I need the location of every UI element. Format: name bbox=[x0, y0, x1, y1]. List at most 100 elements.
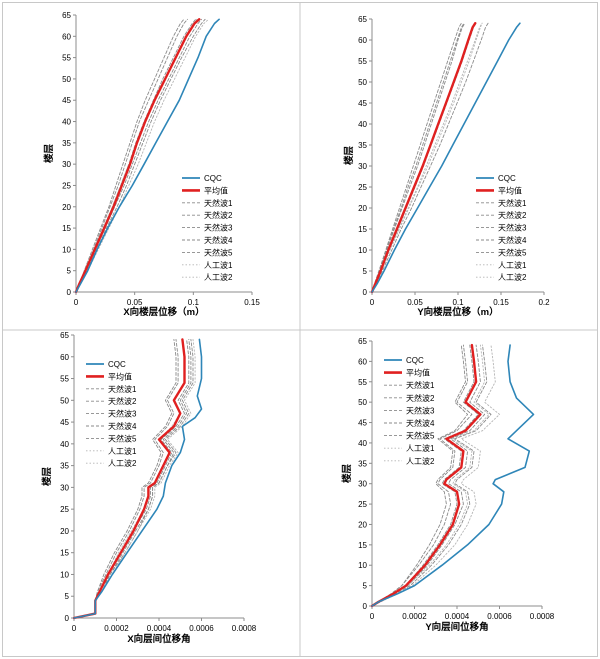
y-tick-label: 5 bbox=[363, 582, 368, 591]
legend-label: 人工波1 bbox=[406, 443, 435, 453]
x-axis-label: X向楼层位移（m） bbox=[123, 306, 204, 318]
x-tick-label: 0.0008 bbox=[530, 612, 555, 621]
y-tick-label: 50 bbox=[62, 75, 71, 84]
series-line-2 bbox=[74, 18, 201, 294]
legend-label: 平均值 bbox=[108, 371, 132, 381]
series-line-1 bbox=[75, 18, 220, 293]
y-tick-label: 30 bbox=[62, 160, 71, 169]
y-tick-label: 40 bbox=[62, 118, 71, 127]
legend-label: 平均值 bbox=[406, 368, 430, 378]
x-axis-label: Y向层间位移角 bbox=[425, 621, 488, 633]
legend-label: 天然波2 bbox=[498, 210, 527, 220]
y-tick-label: 0 bbox=[67, 288, 72, 297]
y-tick-label: 0 bbox=[65, 614, 70, 623]
y-tick-label: 15 bbox=[62, 224, 71, 233]
series-line-9 bbox=[371, 344, 500, 607]
y-tick-label: 65 bbox=[358, 15, 367, 24]
x-tick-label: 0.2 bbox=[538, 298, 550, 307]
series-line-2 bbox=[370, 343, 482, 608]
chart-panel-2: 0 5 10 15 20 25 30 35 40 45 50 55 60 65 0 0.05 0.1 0.15 0.… bbox=[343, 15, 550, 318]
legend-label: 天然波3 bbox=[406, 405, 435, 415]
y-tick-label: 30 bbox=[358, 162, 367, 171]
y-tick-label: 40 bbox=[358, 439, 367, 448]
legend-label: 天然波3 bbox=[108, 409, 137, 419]
y-tick-label: 35 bbox=[62, 139, 71, 148]
y-axis-label: 楼层 bbox=[43, 144, 55, 164]
legend-label: 平均值 bbox=[498, 185, 522, 195]
legend-label: 天然波5 bbox=[204, 247, 233, 257]
series-line-5 bbox=[73, 338, 177, 619]
y-tick-label: 50 bbox=[358, 398, 367, 407]
y-tick-label: 35 bbox=[60, 462, 69, 471]
series-line-1 bbox=[371, 344, 535, 607]
y-tick-label: 55 bbox=[358, 378, 367, 387]
y-tick-label: 20 bbox=[358, 204, 367, 213]
series-line-1 bbox=[371, 22, 521, 293]
x-tick-label: 0.0006 bbox=[189, 624, 214, 633]
y-tick-label: 20 bbox=[60, 527, 69, 536]
legend-label: 天然波4 bbox=[498, 235, 527, 245]
y-tick-label: 65 bbox=[62, 11, 71, 20]
series-line-8 bbox=[371, 22, 483, 293]
y-tick-label: 25 bbox=[358, 183, 367, 192]
x-tick-label: 0.15 bbox=[244, 298, 260, 307]
x-tick-label: 0.1 bbox=[188, 298, 200, 307]
legend-label: 天然波1 bbox=[204, 198, 233, 208]
x-tick-label: 0.0004 bbox=[445, 612, 470, 621]
y-tick-label: 60 bbox=[358, 357, 367, 366]
series-line-8 bbox=[371, 344, 490, 607]
y-tick-label: 15 bbox=[60, 549, 69, 558]
series-line-1 bbox=[73, 338, 203, 619]
legend-label: 天然波3 bbox=[204, 223, 233, 233]
series-line-2 bbox=[370, 22, 477, 294]
series-line-7 bbox=[371, 22, 465, 293]
x-tick-label: 0.1 bbox=[452, 298, 464, 307]
chart-panel-4: 0 5 10 15 20 25 30 35 40 45 50 55 60 65 0 0.0002 0.0004 0… bbox=[341, 337, 555, 633]
legend-label: 天然波5 bbox=[498, 247, 527, 257]
y-tick-label: 55 bbox=[60, 375, 69, 384]
y-tick-label: 5 bbox=[67, 267, 72, 276]
legend-label: 天然波4 bbox=[406, 418, 435, 428]
y-tick-label: 45 bbox=[60, 418, 69, 427]
y-tick-label: 45 bbox=[358, 419, 367, 428]
series-line-2 bbox=[72, 338, 186, 620]
y-tick-label: 15 bbox=[358, 225, 367, 234]
legend-label: 人工波1 bbox=[108, 446, 137, 456]
y-axis-label: 楼层 bbox=[343, 146, 355, 166]
y-tick-label: 30 bbox=[60, 483, 69, 492]
legend-label: 天然波4 bbox=[108, 421, 137, 431]
y-tick-label: 20 bbox=[358, 520, 367, 529]
legend-label: 平均值 bbox=[204, 185, 228, 195]
y-tick-label: 60 bbox=[62, 32, 71, 41]
x-tick-label: 0.0004 bbox=[147, 624, 172, 633]
series-line-4 bbox=[371, 22, 489, 293]
y-tick-label: 35 bbox=[358, 141, 367, 150]
legend-label: 天然波1 bbox=[108, 384, 137, 394]
chart-panel-1: 0 5 10 15 20 25 30 35 40 45 50 55 60 65 0 0.05 0.1 0.15 X向… bbox=[43, 11, 260, 318]
y-tick-label: 35 bbox=[358, 459, 367, 468]
x-tick-label: 0.0006 bbox=[487, 612, 512, 621]
legend-label: 人工波1 bbox=[204, 260, 233, 270]
y-tick-label: 50 bbox=[60, 396, 69, 405]
y-tick-label: 10 bbox=[358, 561, 367, 570]
y-tick-label: 15 bbox=[358, 541, 367, 550]
x-tick-label: 0.15 bbox=[493, 298, 509, 307]
legend-label: 天然波3 bbox=[498, 223, 527, 233]
x-tick-label: 0.0002 bbox=[104, 624, 129, 633]
x-tick-label: 0.0008 bbox=[232, 624, 257, 633]
legend-label: 天然波2 bbox=[406, 393, 435, 403]
x-tick-label: 0 bbox=[72, 624, 77, 633]
y-tick-label: 65 bbox=[358, 337, 367, 346]
y-tick-label: 0 bbox=[363, 602, 368, 611]
legend-label: 人工波1 bbox=[498, 260, 527, 270]
y-axis-label: 楼层 bbox=[41, 467, 53, 487]
y-tick-label: 5 bbox=[65, 592, 70, 601]
series-line-5 bbox=[371, 22, 466, 293]
y-tick-label: 40 bbox=[60, 440, 69, 449]
legend-label: CQC bbox=[406, 356, 424, 365]
legend-label: 天然波5 bbox=[406, 431, 435, 441]
